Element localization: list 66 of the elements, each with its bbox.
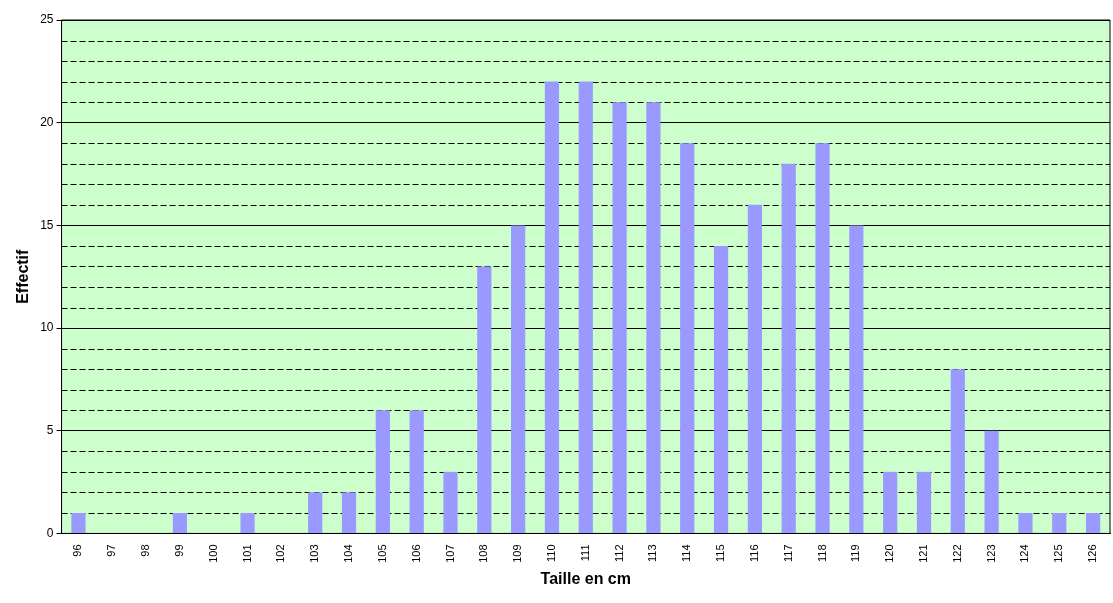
x-tick-label: 105 (375, 544, 388, 563)
x-tick-label: 99 (172, 544, 185, 557)
bar (1052, 512, 1067, 533)
x-axis-title: Taille en cm (540, 569, 631, 587)
x-tick-label: 113 (646, 544, 659, 562)
bar (1018, 512, 1033, 533)
bar (511, 225, 526, 533)
bar (883, 471, 898, 533)
y-tick-label: 0 (46, 525, 54, 540)
bar (849, 225, 864, 533)
x-tick-label: 111 (578, 544, 591, 562)
bar (950, 369, 965, 533)
x-tick-label: 114 (680, 544, 693, 562)
bar (409, 410, 424, 533)
bar (477, 266, 492, 533)
x-tick-label: 107 (443, 544, 456, 563)
x-tick-label: 121 (917, 544, 930, 563)
x-tick-label: 125 (1052, 544, 1065, 563)
x-tick-label: 115 (714, 544, 727, 562)
bar (341, 492, 357, 533)
bar (612, 102, 627, 533)
x-tick-label: 102 (274, 544, 287, 563)
bar (747, 204, 762, 533)
x-tick-label: 101 (240, 544, 253, 563)
x-tick-label: 117 (781, 544, 794, 562)
bar (646, 102, 661, 533)
bar (781, 163, 796, 533)
bar (375, 410, 390, 533)
bar (916, 471, 932, 533)
x-tick-label: 103 (308, 544, 321, 563)
x-tick-label: 126 (1086, 544, 1099, 563)
bar (443, 471, 458, 533)
y-axis-title: Effectif (14, 248, 32, 304)
bar (71, 512, 86, 533)
x-tick-label: 122 (950, 544, 963, 563)
bar (1085, 512, 1101, 533)
x-tick-label: 100 (206, 544, 219, 563)
x-tick-label: 120 (883, 544, 896, 563)
bar (713, 245, 729, 533)
y-tick-label: 5 (46, 423, 54, 438)
x-tick-label: 106 (409, 544, 422, 563)
bar (815, 143, 830, 533)
bar (984, 430, 999, 533)
bar (578, 81, 593, 533)
bar (240, 512, 255, 533)
x-tick-label: 108 (477, 544, 490, 563)
x-tick-label: 123 (984, 544, 997, 563)
x-tick-label: 112 (612, 544, 625, 562)
x-tick-label: 119 (849, 544, 862, 562)
bar (544, 81, 560, 533)
x-tick-label: 109 (511, 544, 524, 563)
x-tick-label: 104 (342, 544, 355, 563)
y-tick-label: 25 (40, 12, 54, 27)
x-tick-label: 97 (105, 544, 118, 557)
x-tick-label: 96 (71, 544, 84, 557)
y-tick-label: 10 (40, 320, 54, 335)
x-tick-label: 110 (544, 544, 557, 562)
y-tick-label: 15 (40, 217, 54, 232)
bar (680, 143, 695, 533)
x-tick-label: 98 (139, 544, 152, 557)
x-tick-label: 116 (747, 544, 760, 562)
x-tick-label: 124 (1018, 544, 1031, 563)
y-tick-label: 20 (40, 115, 54, 129)
x-tick-label: 118 (815, 544, 828, 562)
bar (172, 512, 188, 533)
bar (308, 492, 323, 533)
